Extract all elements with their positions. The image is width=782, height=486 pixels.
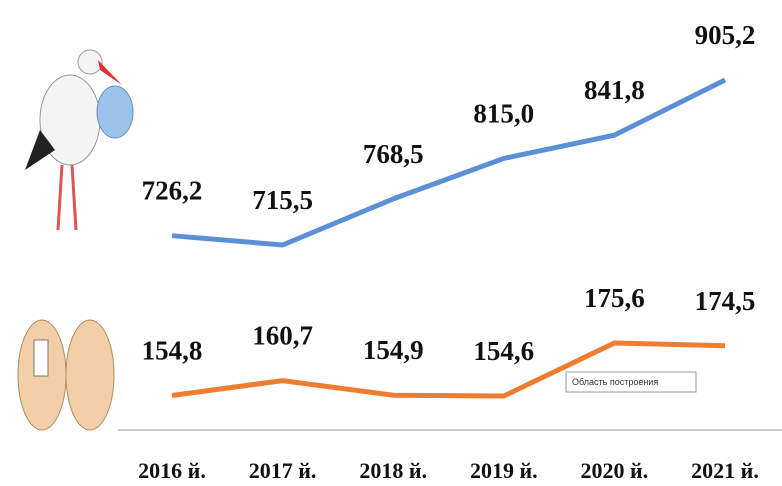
stork-icon [25,49,134,231]
tooltip: Область построения [565,371,697,393]
x-tick-label: 2021 й. [691,458,759,483]
data-label: 175,6 [584,283,645,313]
data-label: 154,9 [363,335,424,365]
data-label: 174,5 [695,286,756,316]
data-label: 154,6 [473,336,534,366]
series-line [171,340,726,399]
data-label: 905,2 [695,20,756,50]
feet-icon [17,319,115,431]
data-label: 160,7 [252,321,313,351]
data-label: 841,8 [584,75,645,105]
x-tick-label: 2020 й. [581,458,649,483]
tooltip-text: Область построения [572,377,658,387]
x-tick-label: 2018 й. [359,458,427,483]
x-tick-label: 2016 й. [138,458,206,483]
data-label: 715,5 [252,185,313,215]
x-tick-label: 2019 й. [470,458,538,483]
x-tick-label: 2017 й. [249,458,317,483]
data-label: 815,0 [473,98,534,128]
data-label: 768,5 [363,139,424,169]
data-label: 726,2 [142,176,203,206]
series-line [171,77,727,248]
data-label: 154,8 [142,335,203,365]
